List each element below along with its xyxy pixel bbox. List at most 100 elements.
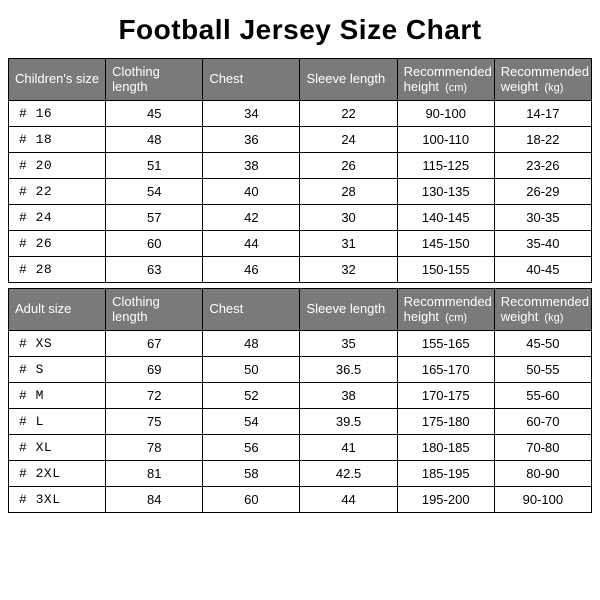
cell-rec_weight: 18-22	[494, 127, 591, 153]
cell-size: # 28	[9, 257, 106, 283]
cell-sleeve_length: 28	[300, 179, 397, 205]
cell-sleeve_length: 32	[300, 257, 397, 283]
table-row: # S695036.5165-17050-55	[9, 357, 592, 383]
cell-clothing_length: 78	[106, 435, 203, 461]
col-header-clothing_length: Clothing length	[106, 289, 203, 331]
cell-size: # 2XL	[9, 461, 106, 487]
col-header-rec_weight: Recommended weight (kg)	[494, 59, 591, 101]
cell-size: # 3XL	[9, 487, 106, 513]
cell-rec_height: 155-165	[397, 331, 494, 357]
col-header-size: Adult size	[9, 289, 106, 331]
table-row: # L755439.5175-18060-70	[9, 409, 592, 435]
cell-rec_height: 100-110	[397, 127, 494, 153]
col-header-sleeve_length: Sleeve length	[300, 59, 397, 101]
table-row: # XL785641180-18570-80	[9, 435, 592, 461]
cell-clothing_length: 45	[106, 101, 203, 127]
cell-size: # 18	[9, 127, 106, 153]
table-row: # 18483624100-11018-22	[9, 127, 592, 153]
cell-size: # 22	[9, 179, 106, 205]
cell-clothing_length: 51	[106, 153, 203, 179]
cell-rec_weight: 90-100	[494, 487, 591, 513]
cell-chest: 48	[203, 331, 300, 357]
table-row: # 22544028130-13526-29	[9, 179, 592, 205]
col-header-size: Children's size	[9, 59, 106, 101]
cell-sleeve_length: 31	[300, 231, 397, 257]
cell-chest: 52	[203, 383, 300, 409]
cell-sleeve_length: 26	[300, 153, 397, 179]
cell-rec_weight: 80-90	[494, 461, 591, 487]
cell-size: # XL	[9, 435, 106, 461]
cell-chest: 44	[203, 231, 300, 257]
cell-sleeve_length: 39.5	[300, 409, 397, 435]
cell-size: # L	[9, 409, 106, 435]
cell-clothing_length: 54	[106, 179, 203, 205]
cell-clothing_length: 57	[106, 205, 203, 231]
cell-rec_height: 130-135	[397, 179, 494, 205]
table-row: # 2XL815842.5185-19580-90	[9, 461, 592, 487]
cell-rec_height: 115-125	[397, 153, 494, 179]
cell-sleeve_length: 30	[300, 205, 397, 231]
cell-chest: 58	[203, 461, 300, 487]
col-header-chest: Chest	[203, 289, 300, 331]
table-row: # 28634632150-15540-45	[9, 257, 592, 283]
page-title: Football Jersey Size Chart	[8, 14, 592, 46]
cell-rec_height: 185-195	[397, 461, 494, 487]
table-row: # 1645342290-10014-17	[9, 101, 592, 127]
cell-chest: 38	[203, 153, 300, 179]
col-header-chest: Chest	[203, 59, 300, 101]
table-row: # 20513826115-12523-26	[9, 153, 592, 179]
cell-size: # S	[9, 357, 106, 383]
size-chart-table: Children's sizeClothing lengthChestSleev…	[8, 58, 592, 513]
cell-rec_height: 165-170	[397, 357, 494, 383]
table-row: # 26604431145-15035-40	[9, 231, 592, 257]
cell-rec_weight: 35-40	[494, 231, 591, 257]
col-header-rec_height: Recommended height (cm)	[397, 289, 494, 331]
cell-clothing_length: 81	[106, 461, 203, 487]
cell-rec_weight: 70-80	[494, 435, 591, 461]
cell-clothing_length: 72	[106, 383, 203, 409]
cell-rec_weight: 45-50	[494, 331, 591, 357]
cell-chest: 54	[203, 409, 300, 435]
cell-sleeve_length: 44	[300, 487, 397, 513]
cell-size: # 24	[9, 205, 106, 231]
cell-chest: 50	[203, 357, 300, 383]
cell-rec_height: 140-145	[397, 205, 494, 231]
cell-clothing_length: 67	[106, 331, 203, 357]
cell-sleeve_length: 24	[300, 127, 397, 153]
cell-sleeve_length: 38	[300, 383, 397, 409]
cell-clothing_length: 63	[106, 257, 203, 283]
cell-size: # XS	[9, 331, 106, 357]
cell-rec_weight: 60-70	[494, 409, 591, 435]
cell-sleeve_length: 42.5	[300, 461, 397, 487]
cell-clothing_length: 75	[106, 409, 203, 435]
cell-rec_height: 180-185	[397, 435, 494, 461]
cell-rec_weight: 55-60	[494, 383, 591, 409]
cell-rec_height: 175-180	[397, 409, 494, 435]
cell-rec_weight: 14-17	[494, 101, 591, 127]
col-header-rec_weight: Recommended weight (kg)	[494, 289, 591, 331]
col-header-clothing_length: Clothing length	[106, 59, 203, 101]
cell-chest: 56	[203, 435, 300, 461]
cell-rec_weight: 30-35	[494, 205, 591, 231]
cell-rec_weight: 26-29	[494, 179, 591, 205]
cell-chest: 60	[203, 487, 300, 513]
cell-rec_height: 195-200	[397, 487, 494, 513]
table-row: # 24574230140-14530-35	[9, 205, 592, 231]
col-header-sleeve_length: Sleeve length	[300, 289, 397, 331]
cell-clothing_length: 69	[106, 357, 203, 383]
cell-rec_weight: 23-26	[494, 153, 591, 179]
cell-clothing_length: 60	[106, 231, 203, 257]
cell-size: # M	[9, 383, 106, 409]
table-row: # M725238170-17555-60	[9, 383, 592, 409]
cell-rec_weight: 40-45	[494, 257, 591, 283]
table-header-row: Children's sizeClothing lengthChestSleev…	[9, 59, 592, 101]
cell-rec_height: 90-100	[397, 101, 494, 127]
table-header-row: Adult sizeClothing lengthChestSleeve len…	[9, 289, 592, 331]
cell-chest: 34	[203, 101, 300, 127]
cell-sleeve_length: 22	[300, 101, 397, 127]
col-header-rec_height: Recommended height (cm)	[397, 59, 494, 101]
cell-clothing_length: 48	[106, 127, 203, 153]
cell-rec_height: 145-150	[397, 231, 494, 257]
cell-rec_weight: 50-55	[494, 357, 591, 383]
cell-sleeve_length: 35	[300, 331, 397, 357]
